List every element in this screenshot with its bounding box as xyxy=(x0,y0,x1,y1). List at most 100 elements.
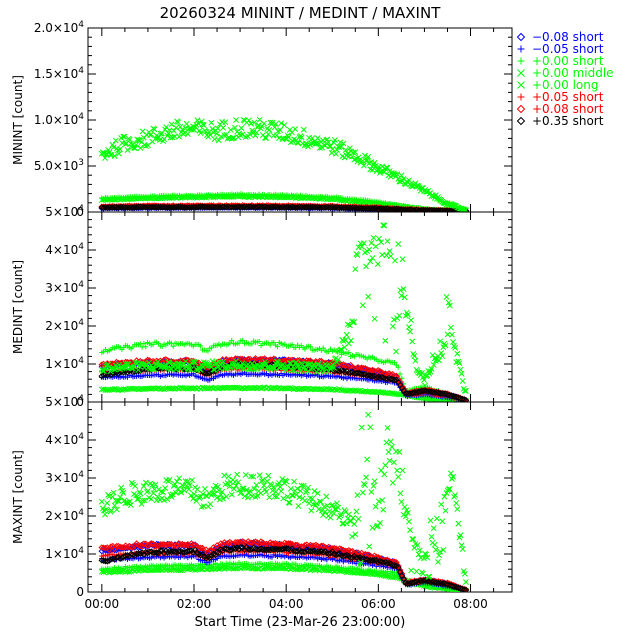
data-point xyxy=(420,387,428,395)
data-point xyxy=(137,145,144,151)
data-point xyxy=(395,364,401,370)
data-point xyxy=(125,542,133,550)
data-point xyxy=(124,386,131,393)
data-point xyxy=(156,137,163,144)
data-point xyxy=(170,127,177,134)
data-point xyxy=(397,371,403,377)
data-point xyxy=(111,203,118,211)
plot-frame xyxy=(87,401,513,593)
data-point xyxy=(281,122,288,129)
data-point xyxy=(294,139,301,146)
data-point xyxy=(222,119,229,126)
data-point xyxy=(398,172,405,179)
data-point xyxy=(213,130,220,137)
data-point xyxy=(384,238,391,245)
data-point xyxy=(360,240,367,247)
data-point xyxy=(166,540,173,548)
data-point xyxy=(211,136,218,143)
data-point xyxy=(407,328,414,335)
data-point xyxy=(358,243,365,250)
chart-title: 20260324 MININT / MEDINT / MAXINT xyxy=(160,4,442,22)
data-point xyxy=(449,392,457,400)
data-point xyxy=(189,542,197,549)
data-point xyxy=(269,119,276,126)
data-point xyxy=(379,163,386,170)
data-point xyxy=(102,155,109,162)
data-point xyxy=(389,323,396,330)
data-point xyxy=(422,382,429,389)
data-point xyxy=(259,565,266,572)
data-point xyxy=(397,287,404,294)
data-point xyxy=(111,545,118,552)
data-point xyxy=(409,338,416,345)
data-point xyxy=(215,137,222,144)
data-point xyxy=(381,222,388,229)
data-point xyxy=(194,117,201,124)
y-tick-label: 0 xyxy=(76,395,84,409)
data-point xyxy=(340,546,347,554)
data-point xyxy=(359,302,366,309)
data-point xyxy=(454,350,461,357)
y-tick-label: 2.0×104 xyxy=(34,20,84,35)
data-point xyxy=(188,366,194,373)
data-point xyxy=(265,131,272,138)
data-point xyxy=(182,358,189,365)
data-point xyxy=(254,565,261,572)
data-point xyxy=(237,132,244,139)
data-point xyxy=(404,311,411,318)
data-point xyxy=(394,171,401,178)
data-point xyxy=(111,153,118,159)
data-point xyxy=(413,206,420,212)
data-point xyxy=(208,119,215,126)
data-point xyxy=(346,145,353,152)
data-point xyxy=(198,343,204,349)
data-point xyxy=(183,120,190,127)
data-point xyxy=(113,554,120,561)
data-point xyxy=(455,394,462,402)
data-point xyxy=(331,137,338,143)
data-point xyxy=(371,205,378,212)
data-point xyxy=(380,222,387,229)
data-point xyxy=(177,366,184,373)
data-point xyxy=(272,121,279,127)
data-point xyxy=(289,341,295,348)
data-point xyxy=(459,378,466,384)
data-point xyxy=(442,342,449,349)
data-point xyxy=(443,293,450,300)
y-tick-label: 1×104 xyxy=(45,546,84,561)
y-axis-label: MAXINT [count] xyxy=(11,450,25,544)
data-point xyxy=(446,207,453,212)
data-point xyxy=(249,341,255,347)
data-point xyxy=(197,368,204,375)
data-point xyxy=(232,124,238,131)
data-point xyxy=(98,557,106,564)
data-point xyxy=(154,358,161,365)
data-point xyxy=(408,317,415,324)
data-point xyxy=(197,544,204,552)
data-point xyxy=(199,364,206,370)
data-point xyxy=(112,137,119,144)
data-point xyxy=(233,358,240,365)
series-s8 xyxy=(98,543,470,592)
data-point xyxy=(224,203,232,210)
data-point xyxy=(141,340,147,347)
data-point xyxy=(179,541,186,548)
data-point xyxy=(370,234,377,241)
data-point xyxy=(277,127,284,134)
data-point xyxy=(177,567,184,574)
data-point xyxy=(229,338,235,344)
data-point xyxy=(288,203,296,211)
data-point xyxy=(332,203,340,211)
data-point xyxy=(305,368,311,375)
data-point xyxy=(307,344,313,350)
data-point xyxy=(111,386,118,392)
data-point xyxy=(406,324,412,331)
x-tick-label: 08:00 xyxy=(453,597,488,611)
y-tick-label: 1×104 xyxy=(45,356,84,371)
data-point xyxy=(451,393,459,400)
data-point xyxy=(227,126,234,133)
data-point xyxy=(252,538,259,545)
data-point xyxy=(369,366,376,374)
data-point xyxy=(352,149,359,156)
